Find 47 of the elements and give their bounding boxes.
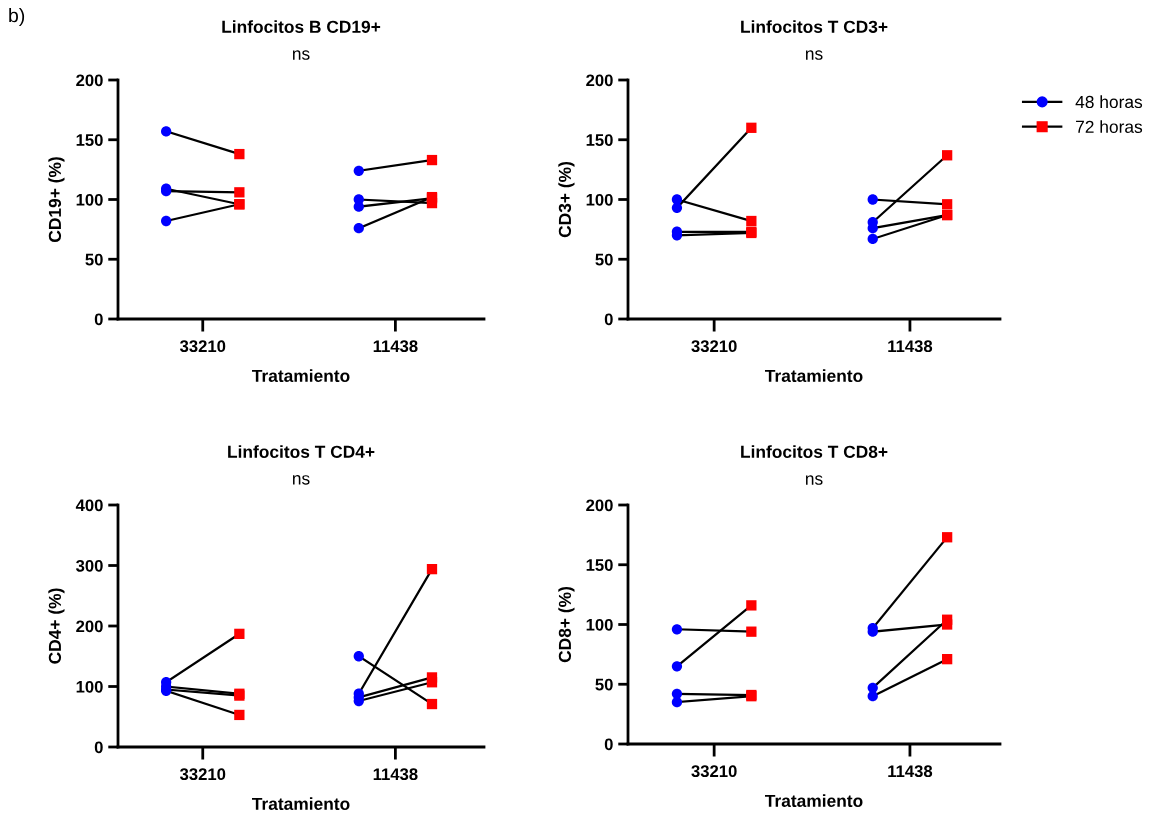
text: ns <box>805 50 823 60</box>
x-tick-label: 11438 <box>373 768 418 781</box>
y-tick-label: 400 <box>75 499 103 512</box>
y-tick-label: 0 <box>94 313 103 326</box>
chart-title: Linfocitos T CD4+ <box>228 445 375 458</box>
y-tick-label: 200 <box>586 499 613 512</box>
y-tick-label: 150 <box>586 559 613 571</box>
chart-title: Linfocitos T CD3+ <box>741 20 888 33</box>
y-tick-label: 150 <box>586 134 613 146</box>
x-axis-title: Tratamiento <box>765 369 863 383</box>
y-axis-title: CD4+ (%) <box>48 588 65 664</box>
y-tick-label: 300 <box>75 559 103 572</box>
y-tick-label: 100 <box>76 680 103 693</box>
text: ns <box>292 50 310 60</box>
legend-label: 72 horas <box>1076 120 1143 133</box>
x-axis-title: Tratamiento <box>765 794 863 808</box>
chart-title: Linfocitos B CD19+ <box>222 20 381 33</box>
x-tick-label: 33210 <box>691 340 737 353</box>
y-tick-label: 150 <box>76 134 103 146</box>
x-tick-label: 11438 <box>888 340 933 353</box>
y-tick-label: 50 <box>85 253 103 266</box>
chart-title: Linfocitos T CD8+ <box>741 445 888 458</box>
text: b) <box>9 8 25 27</box>
x-tick-label: 33210 <box>179 768 226 781</box>
y-axis-title: CD3+ (%) <box>558 162 575 238</box>
y-tick-label: 50 <box>595 678 613 691</box>
y-tick-label: 100 <box>586 618 613 631</box>
y-tick-label: 100 <box>76 193 103 206</box>
y-tick-label: 100 <box>586 193 613 206</box>
x-axis-title: Tratamiento <box>252 369 350 383</box>
text: ns <box>292 475 310 485</box>
x-tick-label: 33210 <box>179 340 226 353</box>
y-tick-label: 200 <box>586 74 613 87</box>
y-tick-label: 50 <box>595 253 613 266</box>
y-axis-title: CD19+ (%) <box>48 157 65 242</box>
y-tick-label: 0 <box>604 313 613 326</box>
text: ns <box>805 475 823 485</box>
y-axis-title: CD8+ (%) <box>558 587 575 663</box>
y-tick-label: 0 <box>94 741 103 754</box>
x-axis-title: Tratamiento <box>252 797 350 811</box>
x-tick-label: 11438 <box>888 765 933 778</box>
y-tick-label: 200 <box>76 620 103 633</box>
y-tick-label: 0 <box>604 738 613 751</box>
x-tick-label: 33210 <box>691 765 737 778</box>
x-tick-label: 11438 <box>373 340 418 353</box>
legend-label: 48 horas <box>1075 95 1143 109</box>
y-tick-label: 200 <box>76 74 103 87</box>
